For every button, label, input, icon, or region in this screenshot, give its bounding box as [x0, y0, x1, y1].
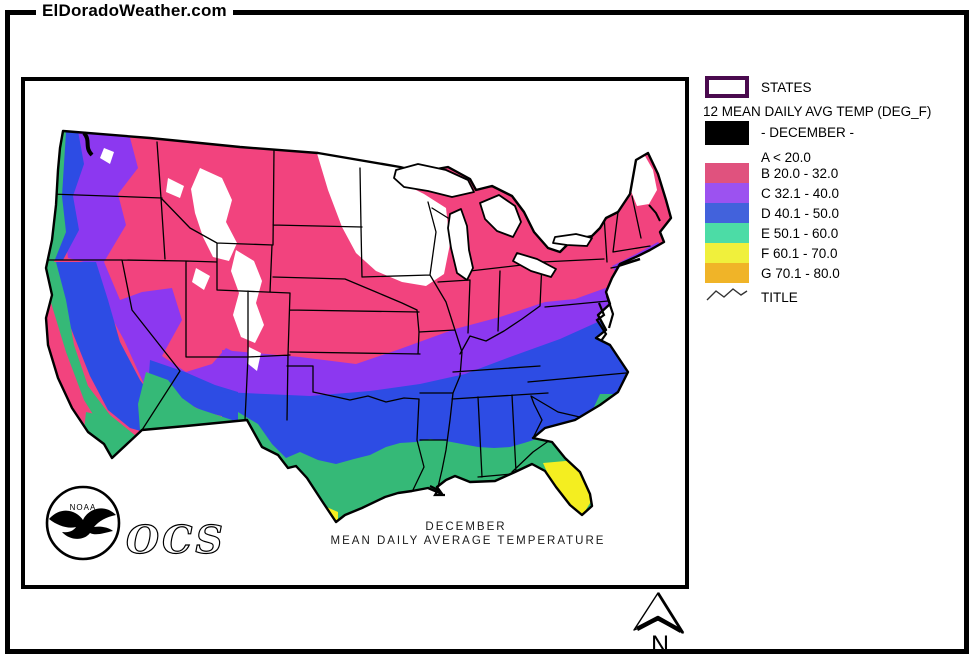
legend-layer-title: 12 MEAN DAILY AVG TEMP (DEG_F) [703, 104, 932, 119]
title-item-label: TITLE [761, 289, 798, 305]
class-g-swatch [705, 263, 749, 283]
lake-superior [393, 163, 475, 198]
legend-row-class-e: E 50.1 - 60.0 [705, 223, 838, 243]
page-border [5, 10, 969, 654]
class-b-label: B 20.0 - 32.0 [761, 165, 839, 181]
noaa-bird [49, 508, 116, 539]
lake-erie [512, 252, 557, 278]
legend-row-december: - DECEMBER - [705, 120, 854, 145]
noaa-logo-text: NOAA [70, 503, 97, 512]
noaa-logo: NOAA [45, 485, 121, 561]
states-label: STATES [761, 79, 812, 95]
mississippi-delta [429, 485, 445, 497]
legend-row-class-g: G 70.1 - 80.0 [705, 263, 840, 283]
legend-row-class-c: C 32.1 - 40.0 [705, 183, 839, 203]
us-temperature-map: NOAA OCS DECEMBER MEAN DAILY AVERAGE TEM… [44, 129, 673, 563]
class-b-swatch [705, 163, 749, 183]
class-f-swatch [705, 243, 749, 263]
maine-coast [648, 204, 661, 222]
december-label: - DECEMBER - [761, 125, 855, 140]
coastal-accents [82, 131, 661, 497]
lake-huron [479, 194, 522, 238]
legend-row-title: TITLE [705, 286, 798, 308]
compass-n-label: N [651, 631, 669, 659]
long-island [617, 257, 641, 268]
class-e-label: E 50.1 - 60.0 [761, 225, 839, 241]
map-frame: NOAA OCS DECEMBER MEAN DAILY AVERAGE TEM… [21, 77, 689, 589]
legend-row-class-f: F 60.1 - 70.0 [705, 243, 838, 263]
temperature-bands [46, 131, 671, 522]
december-swatch [705, 120, 749, 145]
class-a-label: A < 20.0 [761, 150, 811, 165]
class-c-swatch [705, 183, 749, 203]
lake-michigan [447, 208, 474, 281]
legend-row-states: STATES [705, 75, 812, 99]
title-line-icon [705, 286, 749, 309]
class-d-swatch [705, 203, 749, 223]
band-G [545, 515, 583, 522]
ocs-label: OCS [126, 517, 226, 562]
chesapeake-bay [595, 302, 608, 342]
class-d-label: D 40.1 - 50.0 [761, 205, 840, 221]
class-c-label: C 32.1 - 40.0 [761, 185, 840, 201]
map-title-line1: DECEMBER [425, 521, 506, 533]
class-e-swatch [705, 223, 749, 243]
lake-ontario [552, 233, 593, 247]
delmarva [605, 295, 615, 329]
band-A [100, 148, 657, 371]
map-title-line2: MEAN DAILY AVERAGE TEMPERATURE [331, 535, 606, 547]
class-f-label: F 60.1 - 70.0 [761, 245, 838, 261]
north-arrow: N [633, 592, 685, 659]
legend-row-class-a: A < 20.0 [705, 149, 811, 166]
puget-sound [82, 131, 94, 157]
legend-row-class-d: D 40.1 - 50.0 [705, 203, 839, 223]
class-g-label: G 70.1 - 80.0 [761, 265, 840, 281]
great-lakes [393, 163, 593, 281]
states-swatch [705, 76, 749, 98]
site-title-link[interactable]: ElDoradoWeather.com [36, 1, 233, 21]
legend-row-class-b: B 20.0 - 32.0 [705, 163, 838, 183]
state-borders [46, 141, 651, 493]
